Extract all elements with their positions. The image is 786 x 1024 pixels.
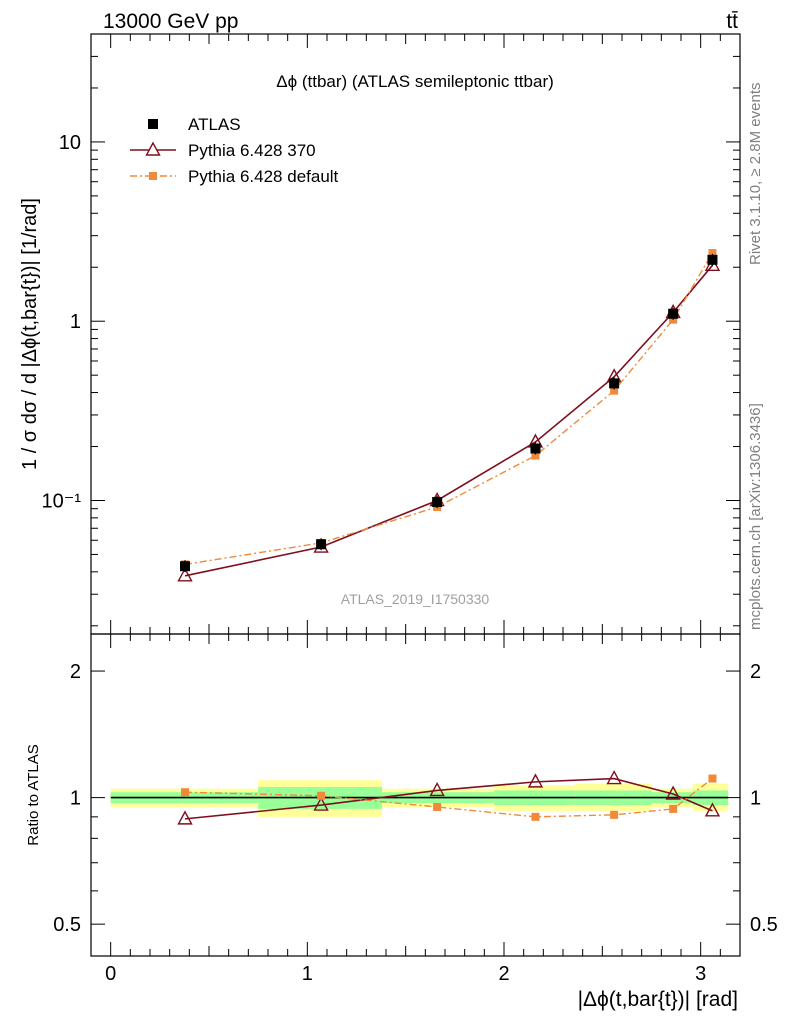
main-title: Δϕ (ttbar) (ATLAS semileptonic ttbar) — [276, 72, 554, 91]
x-axis-label: |Δϕ(t,bar{t})| [rad] — [578, 988, 738, 1011]
x-tick-labels: 0 1 2 3 — [105, 963, 706, 985]
ratio-series — [177, 770, 721, 825]
x-tick-label: 1 — [302, 963, 313, 985]
data-point — [530, 443, 541, 454]
legend-label: Pythia 6.428 370 — [188, 141, 316, 160]
data-point — [707, 254, 718, 265]
series-pythia-6-428-default — [181, 249, 717, 569]
data-point — [609, 378, 620, 389]
legend-marker — [145, 141, 161, 156]
ratio-point — [429, 781, 445, 797]
process-label: tt̄ — [726, 10, 738, 33]
legend-marker — [149, 172, 157, 180]
main-panel: 10 1 10⁻¹ Δϕ (ttbar) (ATLAS semileptonic t… — [19, 33, 741, 635]
legend-label: ATLAS — [188, 115, 241, 134]
ratio-series-pythia-6-428-default — [181, 774, 717, 821]
ratio-y-tick-label-right: 0.5 — [750, 914, 778, 936]
data-point — [180, 561, 191, 572]
ratio-point — [181, 788, 190, 797]
rivet-label: Rivet 3.1.10, ≥ 2.8M events — [747, 83, 764, 266]
ratio-series-pythia-6-428-370 — [177, 770, 721, 825]
main-y-tick-labels: 10 1 10⁻¹ — [42, 132, 82, 513]
data-point — [316, 539, 327, 550]
ratio-point — [317, 791, 326, 800]
main-y-tick-label: 10 — [59, 132, 81, 154]
ratio-point — [708, 774, 717, 783]
x-tick-label: 3 — [695, 963, 706, 985]
ratio-y-axis-label: Ratio to ATLAS — [25, 744, 42, 845]
ratio-ticks — [91, 634, 741, 956]
x-tick-label: 0 — [105, 963, 116, 985]
mcplots-label: mcplots.cern.ch [arXiv:1306.3436] — [747, 403, 764, 630]
data-point — [610, 386, 619, 395]
ratio-y-tick-label: 0.5 — [53, 914, 81, 936]
ratio-point — [606, 770, 622, 785]
legend-label: Pythia 6.428 default — [188, 167, 339, 186]
main-y-axis-label: 1 / σ dσ / d |Δϕ(t,bar{t})| [1/rad] — [19, 198, 41, 470]
ratio-point — [669, 804, 678, 813]
ratio-point — [531, 812, 540, 821]
ratio-y-tick-label-right: 1 — [750, 788, 761, 810]
ratio-y-tick-label: 1 — [70, 788, 81, 810]
ratio-point — [665, 785, 681, 800]
main-y-tick-label: 10⁻¹ — [42, 490, 82, 512]
energy-label: 13000 GeV pp — [103, 10, 238, 33]
ratio-point — [527, 773, 544, 788]
legend: ATLAS Pythia 6.428 370 Pythia 6.428 defaul… — [130, 115, 339, 186]
main-y-tick-label: 1 — [70, 311, 81, 333]
ratio-point — [177, 810, 193, 825]
legend-marker — [148, 119, 158, 129]
ratio-error-bands — [110, 780, 729, 817]
series-line — [184, 252, 714, 566]
series-line — [184, 264, 714, 577]
ratio-y-tick-label: 2 — [70, 661, 81, 683]
data-point — [432, 497, 443, 508]
ratio-panel: 2 2 1 1 0.5 0.5 0 1 2 3 Ratio to ATLAS |Δϕ(t,bar… — [25, 633, 778, 1011]
data-point — [708, 249, 717, 258]
ratio-y-tick-label-right: 2 — [750, 661, 761, 683]
data-point — [177, 567, 193, 582]
ratio-point — [433, 802, 442, 811]
ratio-point — [610, 810, 619, 819]
series-atlas — [180, 253, 718, 573]
data-point — [668, 308, 679, 319]
series-pythia-6-428-370 — [177, 256, 721, 582]
main-ticks — [91, 33, 741, 634]
ratio-frame — [90, 633, 741, 957]
x-tick-label: 2 — [498, 963, 509, 985]
ratio-y-tick-labels: 2 2 1 1 0.5 0.5 — [53, 661, 778, 936]
ratio-point — [704, 802, 721, 817]
main-series — [177, 249, 721, 582]
data-point — [531, 451, 540, 460]
analysis-watermark: ATLAS_2019_I1750330 — [341, 591, 490, 607]
ratio-point — [313, 796, 329, 811]
ratio-line — [184, 777, 713, 820]
